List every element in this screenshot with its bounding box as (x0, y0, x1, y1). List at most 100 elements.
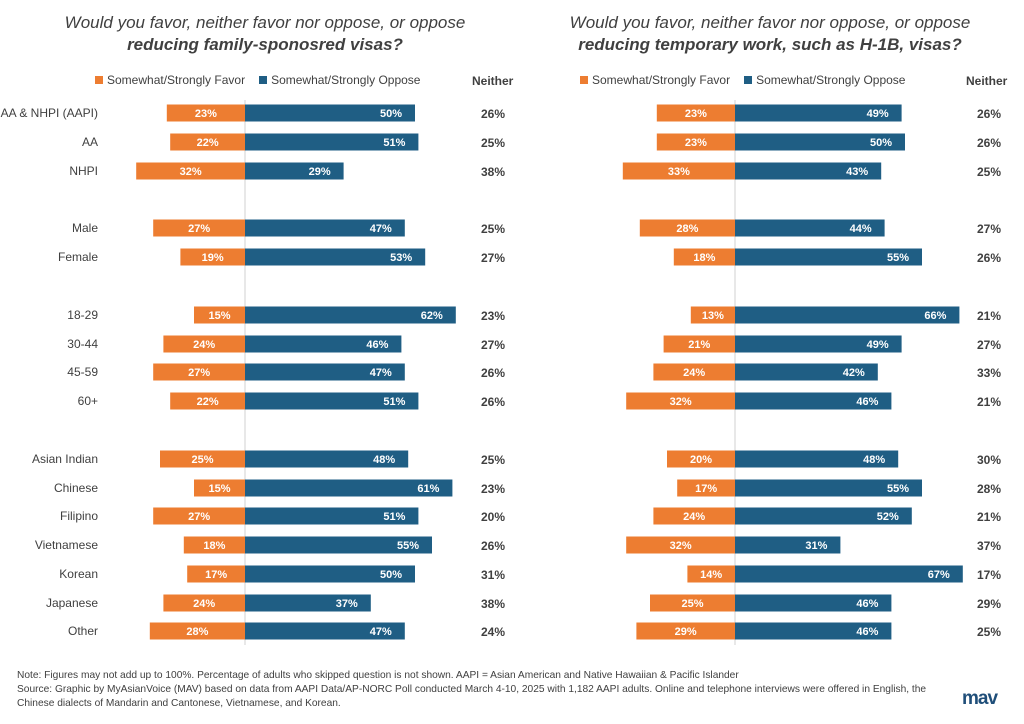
favor-bar (194, 479, 245, 497)
oppose-value-label: 46% (856, 598, 878, 610)
favor-value-label: 33% (668, 166, 690, 178)
oppose-bar (245, 450, 409, 468)
oppose-bar (735, 479, 922, 497)
neither-value-label: 37% (977, 539, 1001, 553)
oppose-value-label: 51% (383, 137, 405, 149)
favor-bar (163, 594, 245, 612)
oppose-value-label: 47% (370, 626, 392, 638)
favor-value-label: 28% (676, 223, 698, 235)
favor-value-label: 23% (195, 108, 217, 120)
favor-value-label: 13% (702, 310, 724, 322)
neither-value-label: 23% (481, 482, 505, 496)
category-label: Japanese (46, 596, 98, 610)
favor-value-label: 22% (197, 396, 219, 408)
favor-value-label: 27% (188, 367, 210, 379)
oppose-value-label: 49% (867, 108, 889, 120)
oppose-bar (245, 335, 402, 353)
neither-value-label: 33% (977, 366, 1001, 380)
category-label: Korean (59, 567, 98, 581)
oppose-value-label: 50% (870, 137, 892, 149)
neither-value-label: 38% (481, 597, 505, 611)
favor-value-label: 24% (683, 367, 705, 379)
legend-oppose-label: Somewhat/Strongly Oppose (271, 73, 421, 87)
neither-value-label: 26% (977, 107, 1001, 121)
left-neither-header: Neither (472, 74, 514, 88)
oppose-value-label: 61% (417, 483, 439, 495)
oppose-value-label: 55% (887, 483, 909, 495)
neither-value-label: 25% (977, 625, 1001, 639)
oppose-value-label: 47% (370, 223, 392, 235)
favor-bar (639, 219, 735, 237)
favor-value-label: 27% (188, 223, 210, 235)
oppose-bar (245, 306, 456, 324)
right-title-line2: reducing temporary work, such as H-1B, v… (578, 35, 962, 54)
oppose-bar (245, 536, 432, 554)
legend-favor-swatch (95, 76, 103, 84)
right-title-line1: Would you favor, neither favor nor oppos… (569, 13, 971, 32)
oppose-bar (735, 104, 902, 122)
oppose-value-label: 62% (421, 310, 443, 322)
oppose-bar (735, 392, 892, 410)
category-label: Asian Indian (32, 452, 98, 466)
favor-value-label: 22% (197, 137, 219, 149)
favor-value-label: 27% (188, 511, 210, 523)
oppose-value-label: 48% (863, 454, 885, 466)
neither-value-label: 25% (977, 165, 1001, 179)
favor-value-label: 17% (695, 483, 717, 495)
category-label: 45-59 (67, 365, 98, 379)
footnote: Note: Figures may not add up to 100%. Pe… (17, 669, 957, 711)
favor-bar (677, 479, 735, 497)
neither-value-label: 24% (481, 625, 505, 639)
favor-bar (656, 104, 735, 122)
favor-value-label: 28% (186, 626, 208, 638)
left-chart-title: Would you favor, neither favor nor oppos… (60, 12, 470, 56)
favor-value-label: 19% (202, 252, 224, 264)
favor-bar (187, 565, 245, 583)
neither-value-label: 29% (977, 597, 1001, 611)
favor-bar (663, 335, 735, 353)
oppose-bar (245, 594, 371, 612)
category-label: AA & NHPI (AAPI) (1, 106, 98, 120)
favor-bar (650, 594, 735, 612)
legend-oppose: Somewhat/Strongly Oppose (259, 73, 420, 87)
oppose-bar (245, 392, 419, 410)
neither-value-label: 21% (977, 510, 1001, 524)
left-title-line1: Would you favor, neither favor nor oppos… (64, 13, 466, 32)
favor-value-label: 24% (683, 511, 705, 523)
favor-value-label: 24% (193, 339, 215, 351)
neither-value-label: 31% (481, 568, 505, 582)
footnote-note: Note: Figures may not add up to 100%. Pe… (17, 670, 739, 681)
favor-bar (626, 392, 735, 410)
neither-value-label: 26% (977, 136, 1001, 150)
favor-bar (653, 363, 735, 381)
oppose-value-label: 31% (805, 540, 827, 552)
oppose-bar (735, 565, 963, 583)
legend-oppose: Somewhat/Strongly Oppose (744, 73, 905, 87)
favor-value-label: 18% (203, 540, 225, 552)
neither-value-label: 27% (481, 338, 505, 352)
oppose-value-label: 51% (383, 396, 405, 408)
neither-value-label: 21% (977, 395, 1001, 409)
oppose-bar (245, 162, 344, 180)
oppose-bar (735, 306, 960, 324)
left-legend: Somewhat/Strongly Favor Somewhat/Strongl… (95, 73, 434, 87)
oppose-value-label: 29% (309, 166, 331, 178)
category-label: Other (68, 624, 98, 638)
oppose-value-label: 53% (390, 252, 412, 264)
oppose-value-label: 46% (366, 339, 388, 351)
neither-value-label: 25% (481, 136, 505, 150)
favor-value-label: 32% (670, 396, 692, 408)
neither-value-label: 21% (977, 309, 1001, 323)
favor-bar (160, 450, 245, 468)
oppose-value-label: 52% (877, 511, 899, 523)
favor-value-label: 24% (193, 598, 215, 610)
oppose-value-label: 46% (856, 626, 878, 638)
favor-bar (626, 536, 735, 554)
neither-value-label: 23% (481, 309, 505, 323)
oppose-value-label: 66% (924, 310, 946, 322)
favor-value-label: 32% (180, 166, 202, 178)
neither-value-label: 28% (977, 482, 1001, 496)
oppose-value-label: 55% (397, 540, 419, 552)
neither-value-label: 26% (481, 539, 505, 553)
